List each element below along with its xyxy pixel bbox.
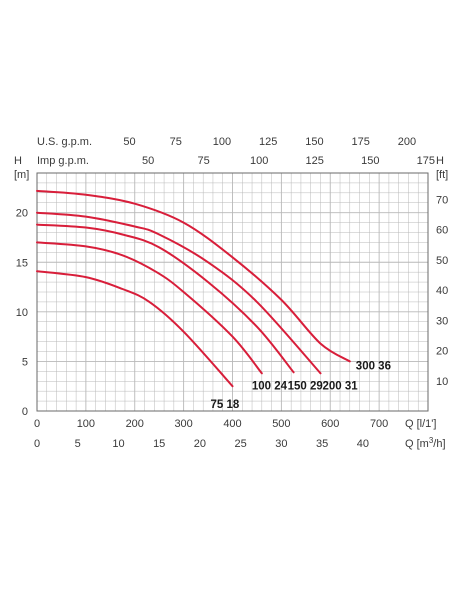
x-tick-lmin: 200 bbox=[126, 418, 144, 430]
curve-label: 300 36 bbox=[356, 360, 391, 372]
y-tick-ft: 20 bbox=[436, 346, 448, 358]
y-tick-ft: 10 bbox=[436, 376, 448, 388]
x-tick-m3h: 0 bbox=[34, 438, 40, 450]
y-tick-ft: 30 bbox=[436, 315, 448, 327]
x-tick-usgpm: 50 bbox=[123, 136, 135, 148]
x-tick-impgpm: 125 bbox=[306, 155, 324, 167]
pump-curve-line bbox=[36, 189, 351, 363]
x-tick-usgpm: 175 bbox=[352, 136, 370, 148]
x-tick-lmin: 700 bbox=[370, 418, 388, 430]
x-tick-lmin: 300 bbox=[174, 418, 192, 430]
x-tick-m3h: 20 bbox=[194, 438, 206, 450]
x-tick-m3h: 10 bbox=[112, 438, 124, 450]
y-axis-unit-left: [m] bbox=[14, 169, 29, 181]
x-tick-impgpm: 50 bbox=[142, 155, 154, 167]
y-tick-m: 10 bbox=[16, 307, 28, 319]
x-tick-lmin: 400 bbox=[223, 418, 241, 430]
y-tick-m: 20 bbox=[16, 208, 28, 220]
x-tick-m3h: 15 bbox=[153, 438, 165, 450]
plot-frame bbox=[36, 172, 429, 412]
m3h-title-prefix: Q [m bbox=[405, 438, 429, 450]
pump-curve-line bbox=[36, 223, 295, 374]
y-axis-unit-right: [ft] bbox=[436, 169, 448, 181]
curve-label: 150 29 bbox=[288, 380, 323, 392]
x-tick-lmin: 0 bbox=[34, 418, 40, 430]
x-tick-impgpm: 75 bbox=[198, 155, 210, 167]
y-tick-ft: 70 bbox=[436, 194, 448, 206]
curve-label: 200 31 bbox=[322, 380, 358, 392]
pump-curve-line bbox=[36, 241, 263, 375]
impgpm-axis-title: Imp g.p.m. bbox=[37, 155, 89, 167]
x-tick-m3h: 35 bbox=[316, 438, 328, 450]
pump-curve-line bbox=[36, 270, 234, 388]
x-tick-lmin: 500 bbox=[272, 418, 290, 430]
y-tick-m: 0 bbox=[22, 406, 28, 418]
y-tick-ft: 60 bbox=[436, 225, 448, 237]
x-tick-usgpm: 100 bbox=[213, 136, 231, 148]
x-tick-m3h: 40 bbox=[357, 438, 369, 450]
x-tick-impgpm: 100 bbox=[250, 155, 268, 167]
x-tick-usgpm: 150 bbox=[305, 136, 323, 148]
curve-label: 75 18 bbox=[211, 399, 240, 411]
y-axis-title-right: H bbox=[436, 155, 444, 167]
x-tick-usgpm: 125 bbox=[259, 136, 277, 148]
m3h-title-sup: 3 bbox=[429, 436, 434, 445]
curves bbox=[36, 189, 351, 388]
grid bbox=[36, 172, 429, 412]
x-tick-m3h: 25 bbox=[235, 438, 247, 450]
x-tick-usgpm: 200 bbox=[398, 136, 416, 148]
m3h-title-suffix: /h] bbox=[433, 438, 445, 450]
curve-label: 100 24 bbox=[252, 380, 288, 392]
y-axis-title-left: H bbox=[14, 155, 22, 167]
x-tick-impgpm: 175 bbox=[417, 155, 435, 167]
y-tick-ft: 40 bbox=[436, 285, 448, 297]
y-tick-m: 15 bbox=[16, 257, 28, 269]
curve-labels: 75 18 100 24 150 29 200 31 300 36 bbox=[211, 360, 391, 411]
y-tick-m: 5 bbox=[22, 356, 28, 368]
x-tick-m3h: 30 bbox=[275, 438, 287, 450]
usgpm-axis-title: U.S. g.p.m. bbox=[37, 136, 92, 148]
pump-curve-line bbox=[36, 211, 322, 375]
x-tick-usgpm: 75 bbox=[170, 136, 182, 148]
y-tick-ft: 50 bbox=[436, 255, 448, 267]
x-tick-m3h: 5 bbox=[75, 438, 81, 450]
x-axis-title-lmin: Q [l/1'] bbox=[405, 418, 436, 430]
x-axis-title-m3h: Q [m3/h] bbox=[405, 436, 446, 450]
x-tick-lmin: 600 bbox=[321, 418, 339, 430]
x-tick-lmin: 100 bbox=[77, 418, 95, 430]
x-tick-impgpm: 150 bbox=[361, 155, 379, 167]
